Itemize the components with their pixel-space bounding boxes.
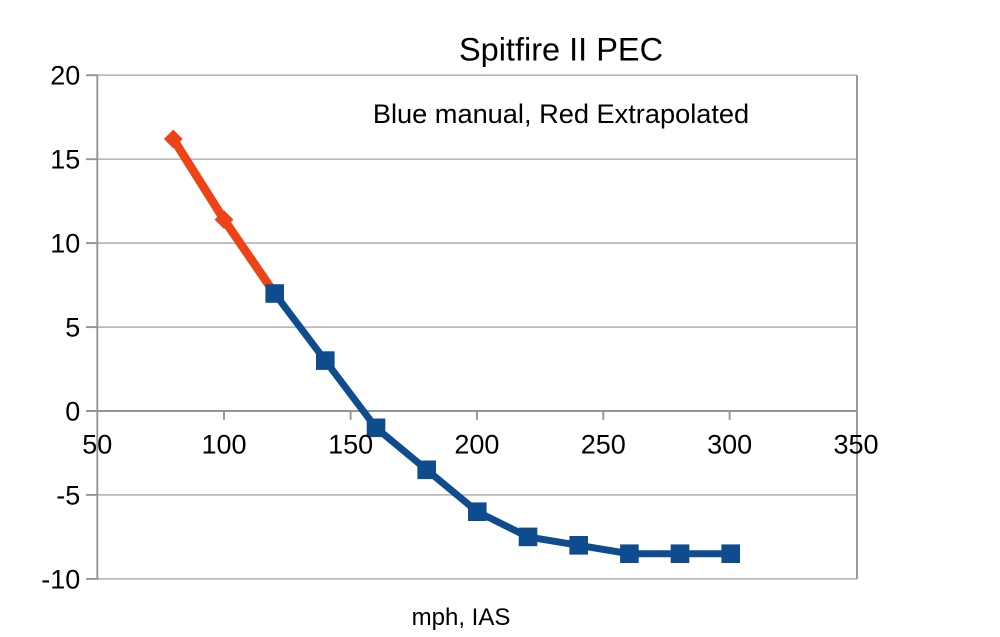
svg-text:Spitfire II PEC: Spitfire II PEC [459, 32, 663, 68]
svg-text:150: 150 [328, 429, 373, 459]
svg-text:250: 250 [581, 429, 626, 459]
svg-text:-10: -10 [41, 564, 80, 594]
svg-text:100: 100 [201, 429, 246, 459]
svg-text:-5: -5 [56, 480, 80, 510]
svg-text:10: 10 [50, 229, 80, 259]
svg-text:0: 0 [65, 397, 80, 427]
svg-text:20: 20 [50, 61, 80, 91]
svg-text:300: 300 [707, 429, 752, 459]
svg-text:50: 50 [82, 429, 112, 459]
svg-text:350: 350 [833, 429, 878, 459]
svg-text:Blue manual, Red Extrapolated: Blue manual, Red Extrapolated [373, 98, 749, 129]
svg-text:200: 200 [454, 429, 499, 459]
svg-text:mph, IAS: mph, IAS [412, 604, 511, 631]
svg-text:15: 15 [50, 145, 80, 175]
svg-text:5: 5 [65, 313, 80, 343]
